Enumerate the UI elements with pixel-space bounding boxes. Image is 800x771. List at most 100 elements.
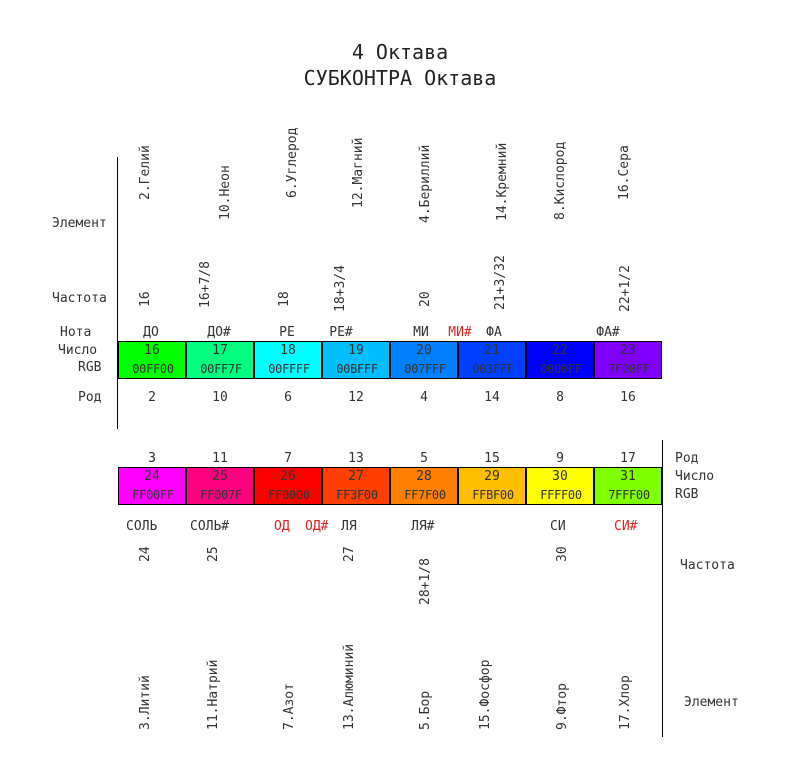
top-element-4: 12.Магний bbox=[351, 137, 366, 208]
bottom-label-number: Число bbox=[675, 469, 715, 484]
top-cell-number: 23 bbox=[620, 343, 636, 358]
top-rod-6: 14 bbox=[484, 390, 500, 405]
bottom-cell-number: 31 bbox=[620, 469, 636, 484]
top-rod-5: 4 bbox=[420, 390, 428, 405]
bottom-cell-number: 28 bbox=[416, 469, 432, 484]
bottom-cell-number: 24 bbox=[144, 469, 160, 484]
bottom-cell-6: 29 FFBF00 bbox=[458, 467, 526, 505]
top-cell-hex: 0000FF bbox=[540, 362, 582, 376]
top-cell-hex: 007FFF bbox=[404, 362, 446, 376]
bottom-freq-5: 28+1/8 bbox=[418, 558, 433, 605]
bottom-cell-number: 25 bbox=[212, 469, 228, 484]
bottom-cell-hex: FF3F00 bbox=[336, 488, 378, 502]
top-element-5: 4.Бериллий bbox=[418, 144, 433, 223]
bottom-rod-3: 7 bbox=[284, 451, 292, 466]
bottom-note-5: ЛЯ bbox=[341, 519, 357, 534]
bottom-element-1: 3.Литий bbox=[138, 675, 153, 730]
bottom-rod-4: 13 bbox=[348, 451, 364, 466]
top-freq-5: 20 bbox=[418, 291, 433, 307]
bottom-cell-1: 24 FF00FF bbox=[118, 467, 186, 505]
bottom-rod-8: 17 bbox=[620, 451, 636, 466]
bottom-element-5: 5.Бор bbox=[418, 690, 433, 730]
bottom-cell-hex: FF7F00 bbox=[404, 488, 446, 502]
bottom-element-6: 15.Фосфор bbox=[478, 659, 493, 730]
bottom-cell-hex: FFFF00 bbox=[540, 488, 582, 502]
bottom-cell-number: 29 bbox=[484, 469, 500, 484]
top-note-6: МИ# bbox=[448, 325, 472, 340]
top-label-rgb: RGB bbox=[78, 360, 102, 375]
bottom-element-2: 11.Натрий bbox=[206, 659, 221, 730]
top-label-element: Элемент bbox=[52, 216, 107, 231]
bottom-element-3: 7.Азот bbox=[282, 683, 297, 730]
top-rod-2: 10 bbox=[212, 390, 228, 405]
top-note-1: ДО bbox=[143, 325, 159, 340]
top-note-3: РЕ bbox=[279, 325, 295, 340]
top-cell-hex: 003FFF bbox=[472, 362, 514, 376]
top-cell-hex: 00FFFF bbox=[268, 362, 310, 376]
top-cell-hex: 00FF00 bbox=[132, 362, 174, 376]
top-cell-4: 19 00BFFF bbox=[322, 341, 390, 379]
top-cell-8: 23 7F00FF bbox=[594, 341, 662, 379]
top-cell-3: 18 00FFFF bbox=[254, 341, 322, 379]
top-freq-8: 22+1/2 bbox=[618, 265, 633, 312]
top-rod-3: 6 bbox=[284, 390, 292, 405]
top-cell-number: 22 bbox=[552, 343, 568, 358]
top-freq-1: 16 bbox=[138, 291, 153, 307]
top-element-2: 10.Неон bbox=[218, 165, 233, 220]
bottom-note-1: СОЛЬ bbox=[126, 519, 158, 534]
top-note-4: РЕ# bbox=[329, 325, 353, 340]
top-cell-6: 21 003FFF bbox=[458, 341, 526, 379]
bottom-note-2: СОЛЬ# bbox=[190, 519, 230, 534]
title-line-2: СУБКОНТРА Октава bbox=[303, 66, 497, 90]
bottom-element-4: 13.Алюминий bbox=[342, 643, 357, 730]
top-note-2: ДО# bbox=[207, 325, 231, 340]
top-cell-hex: 00BFFF bbox=[336, 362, 378, 376]
top-freq-3: 18 bbox=[277, 291, 292, 307]
bottom-rod-6: 15 bbox=[484, 451, 500, 466]
bottom-cell-hex: FF0000 bbox=[268, 488, 310, 502]
top-freq-4: 18+3/4 bbox=[333, 265, 348, 312]
bottom-cell-4: 27 FF3F00 bbox=[322, 467, 390, 505]
bottom-label-rod: Род bbox=[675, 451, 699, 466]
bottom-cell-8: 31 7FFF00 bbox=[594, 467, 662, 505]
bottom-freq-1: 24 bbox=[138, 546, 153, 562]
top-cell-hex: 7F00FF bbox=[608, 362, 650, 376]
top-element-8: 16.Сера bbox=[617, 145, 632, 200]
bottom-note-6: ЛЯ# bbox=[411, 519, 435, 534]
top-rod-8: 16 bbox=[620, 390, 636, 405]
bottom-label-element: Элемент bbox=[684, 695, 739, 710]
top-cell-number: 18 bbox=[280, 343, 296, 358]
top-cell-1: 16 00FF00 bbox=[118, 341, 186, 379]
bottom-cell-7: 30 FFFF00 bbox=[526, 467, 594, 505]
top-cell-number: 19 bbox=[348, 343, 364, 358]
top-cell-hex: 00FF7F bbox=[200, 362, 242, 376]
bottom-freq-4: 27 bbox=[342, 546, 357, 562]
bottom-rod-5: 5 bbox=[420, 451, 428, 466]
bottom-cell-hex: 7FFF00 bbox=[608, 488, 650, 502]
title-line-1: 4 Октава bbox=[351, 40, 449, 64]
bottom-note-4: ОД# bbox=[305, 519, 329, 534]
top-note-5: МИ bbox=[413, 325, 429, 340]
bottom-rod-7: 9 bbox=[556, 451, 564, 466]
bottom-cell-number: 27 bbox=[348, 469, 364, 484]
bottom-note-7: СИ bbox=[550, 519, 566, 534]
bottom-cell-5: 28 FF7F00 bbox=[390, 467, 458, 505]
bottom-freq-2: 25 bbox=[206, 546, 221, 562]
top-cell-2: 17 00FF7F bbox=[186, 341, 254, 379]
bottom-note-8: СИ# bbox=[614, 519, 638, 534]
top-cell-number: 17 bbox=[212, 343, 228, 358]
top-rod-1: 2 bbox=[148, 390, 156, 405]
bottom-cell-2: 25 FF007F bbox=[186, 467, 254, 505]
top-element-7: 8.Кислород bbox=[553, 141, 568, 220]
bottom-cell-number: 30 bbox=[552, 469, 568, 484]
top-note-8: ФА# bbox=[596, 325, 620, 340]
top-element-6: 14.Кремний bbox=[495, 142, 510, 221]
bottom-right-axis-line bbox=[662, 440, 663, 737]
top-rod-7: 8 bbox=[556, 390, 564, 405]
top-left-axis-line bbox=[117, 157, 118, 429]
top-label-number: Число bbox=[58, 343, 98, 358]
top-freq-6: 21+3/32 bbox=[493, 255, 508, 310]
bottom-rod-1: 3 bbox=[148, 451, 156, 466]
top-cell-5: 20 007FFF bbox=[390, 341, 458, 379]
bottom-cell-3: 26 FF0000 bbox=[254, 467, 322, 505]
